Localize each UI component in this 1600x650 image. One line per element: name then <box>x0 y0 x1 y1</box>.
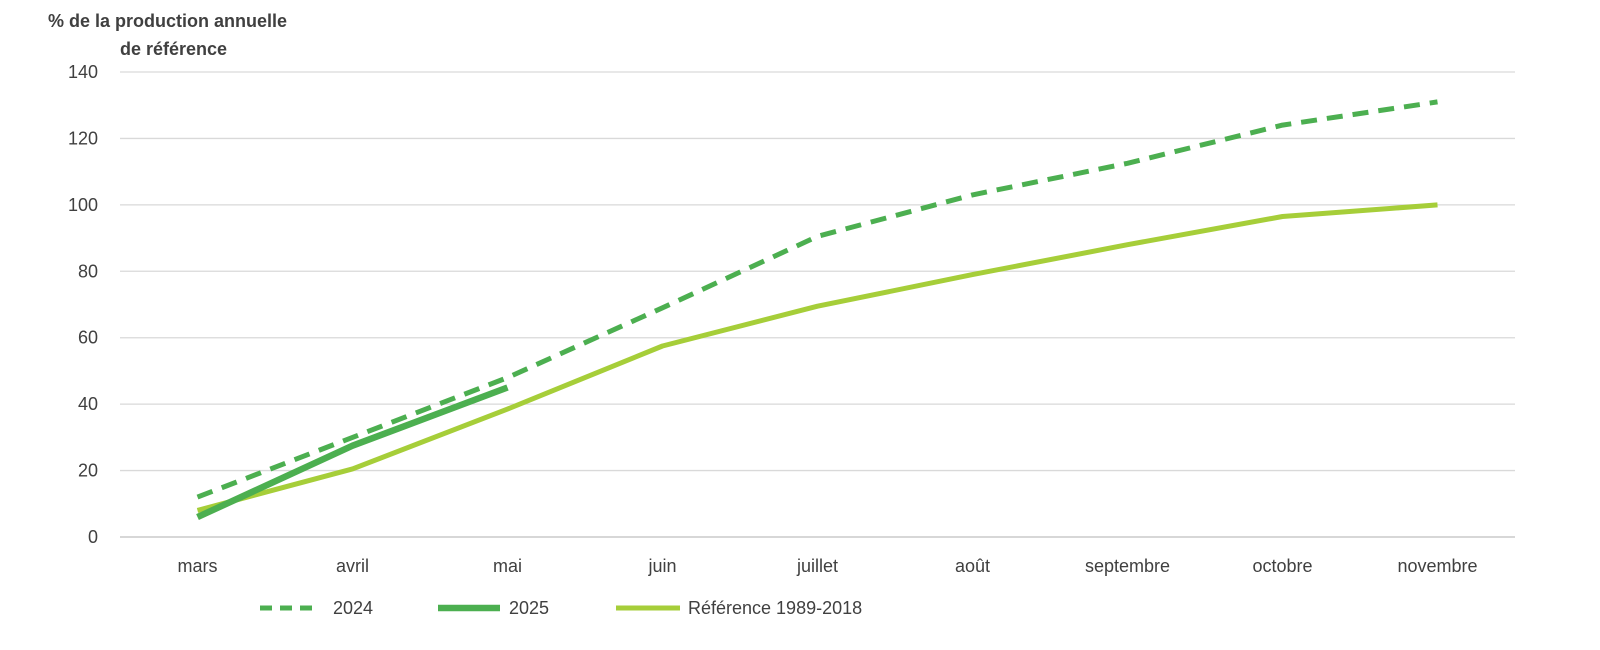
x-tick-label: août <box>955 556 990 576</box>
y-tick-label: 100 <box>68 195 98 215</box>
x-tick-label: septembre <box>1085 556 1170 576</box>
y-tick-label: 140 <box>68 62 98 82</box>
series-line-2 <box>196 202 1438 513</box>
legend-label: 2025 <box>509 598 549 618</box>
x-tick-label: novembre <box>1397 556 1477 576</box>
y-tick-label: 40 <box>78 394 98 414</box>
series-line-0 <box>196 99 1438 500</box>
y-tick-label: 0 <box>88 527 98 547</box>
y-axis-ticks: 0 20 40 60 80 100 120 140 <box>68 62 98 547</box>
y-tick-label: 60 <box>78 328 98 348</box>
x-tick-label: mai <box>493 556 522 576</box>
y-axis-title-line1: % de la production annuelle <box>48 11 287 31</box>
legend: 2024 2025 Référence 1989-2018 <box>260 598 862 618</box>
y-tick-label: 20 <box>78 461 98 481</box>
x-tick-label: juillet <box>796 556 838 576</box>
x-axis-ticks: mars avril mai juin juillet août septembre octo… <box>178 556 1478 576</box>
legend-label: 2024 <box>333 598 373 618</box>
x-tick-label: avril <box>336 556 369 576</box>
x-tick-label: mars <box>178 556 218 576</box>
y-axis-title-line2: de référence <box>120 39 227 59</box>
legend-label: Référence 1989-2018 <box>688 598 862 618</box>
y-tick-label: 120 <box>68 128 98 148</box>
series-lines <box>196 99 1438 521</box>
series-line-1 <box>196 384 509 521</box>
x-tick-label: juin <box>647 556 676 576</box>
x-tick-label: octobre <box>1252 556 1312 576</box>
y-tick-label: 80 <box>78 261 98 281</box>
